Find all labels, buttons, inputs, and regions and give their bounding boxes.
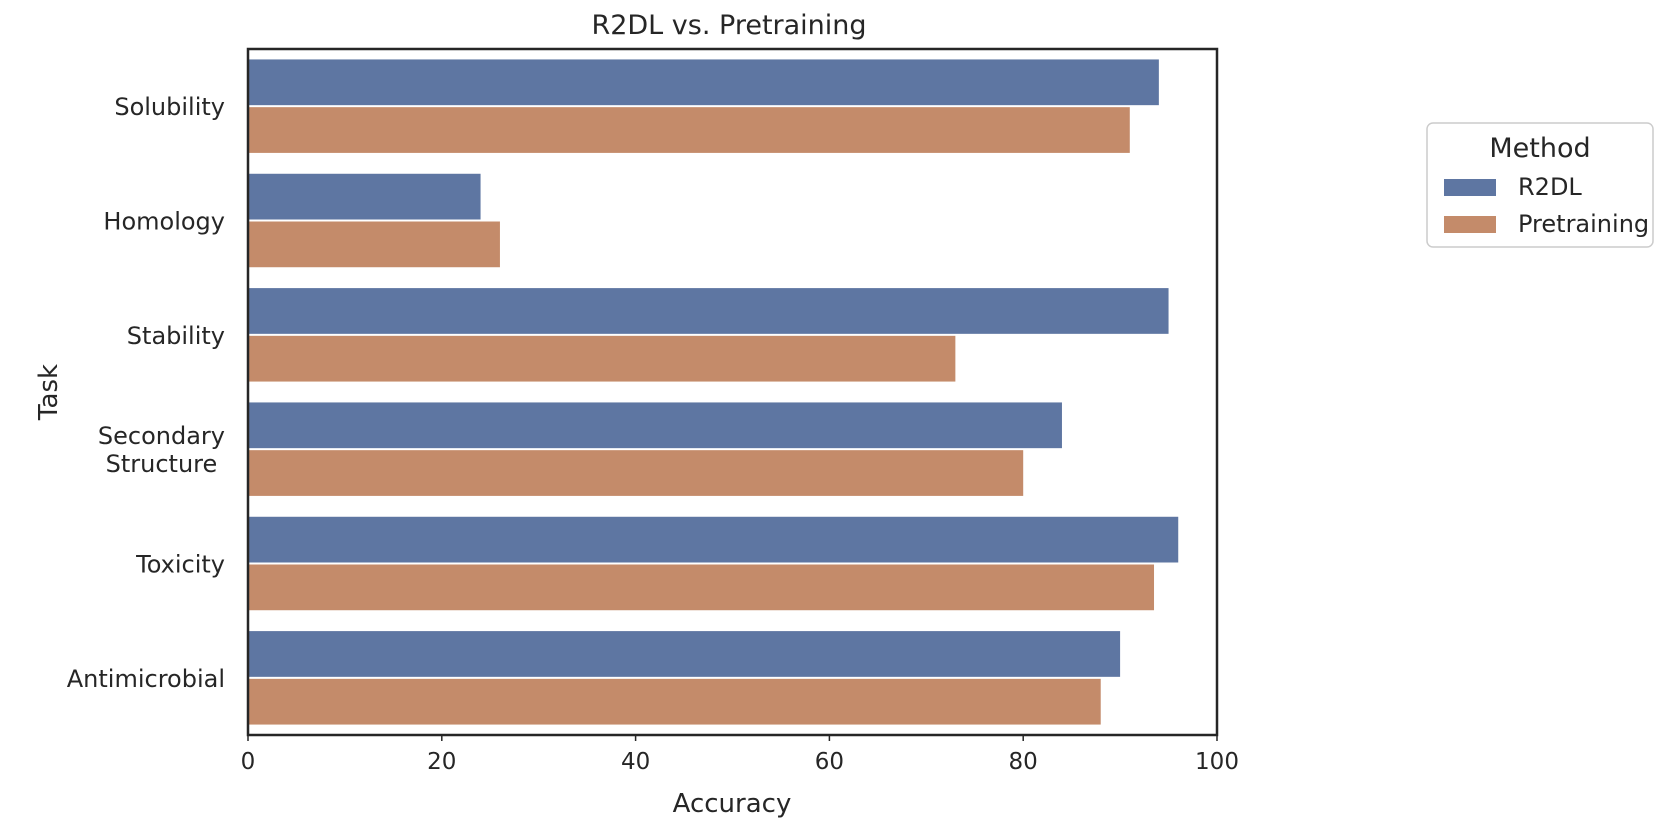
chart-title: R2DL vs. Pretraining [591,10,866,41]
y-axis-label: Task [34,364,64,421]
bar-pretraining-homology [248,221,500,268]
y-tick-label: Homology [103,208,225,236]
bar-r2dl-homology [248,173,481,220]
bar-r2dl-antimicrobial [248,631,1121,677]
bar-r2dl-stability [248,288,1169,334]
legend-title: Method [1489,133,1590,164]
x-tick-label: 40 [621,749,650,775]
x-tick-label: 80 [1009,749,1038,775]
y-tick-label: Antimicrobial [67,665,225,693]
y-tick-label: Stability [127,322,225,350]
x-axis-label: Accuracy [673,789,792,819]
y-axis-ticks: Solubility Homology Stability Secondary Stru… [67,93,225,693]
bar-pretraining-stability [248,335,956,382]
bar-pretraining-solubility [248,107,1130,153]
legend-swatch-pretraining [1444,216,1496,233]
plot-frame [246,47,1219,737]
bar-pretraining-toxicity [248,564,1155,611]
x-tick-label: 0 [241,749,256,775]
bar-pretraining-antimicrobial [248,678,1101,725]
y-tick-label: Toxicity [135,551,225,579]
x-axis-ticks: 0 20 40 60 80 100 [241,735,1239,775]
x-tick-label: 100 [1195,749,1239,775]
bar-r2dl-secondary-structure [248,402,1062,449]
y-tick-label: Secondary Structure [98,422,225,478]
legend-swatch-r2dl [1444,179,1496,196]
bar-r2dl-toxicity [248,516,1179,563]
y-tick-label: Solubility [114,93,225,121]
bars-group [248,59,1179,725]
bar-r2dl-solubility [248,59,1159,106]
bar-pretraining-secondary-structure [248,450,1024,496]
legend-label-pretraining: Pretraining [1518,210,1649,238]
x-tick-label: 20 [427,749,456,775]
legend: Method R2DL Pretraining [1426,122,1654,248]
x-tick-label: 60 [815,749,844,775]
legend-label-r2dl: R2DL [1518,173,1582,201]
